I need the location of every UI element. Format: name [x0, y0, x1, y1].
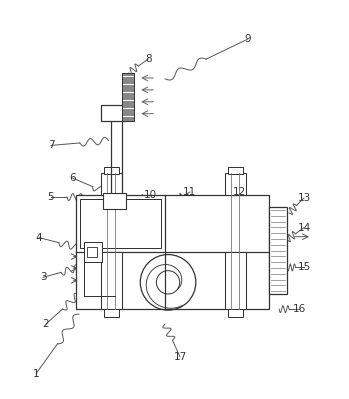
Bar	[225, 173, 246, 195]
Bar	[101, 105, 126, 120]
Bar	[122, 73, 134, 120]
Text: 11: 11	[183, 187, 196, 197]
Text: 3: 3	[40, 273, 46, 282]
Text: 9: 9	[244, 34, 251, 44]
Bar	[104, 309, 119, 317]
Bar	[76, 195, 269, 309]
Bar	[104, 167, 119, 174]
Text: 10: 10	[144, 190, 157, 200]
Text: 14: 14	[297, 223, 311, 233]
Text: 16: 16	[292, 304, 306, 314]
Text: 12: 12	[233, 187, 246, 197]
Text: 7: 7	[48, 140, 54, 150]
Bar	[101, 252, 122, 309]
Text: 6: 6	[69, 173, 76, 183]
Bar	[225, 252, 246, 309]
Text: 13: 13	[297, 193, 311, 203]
Bar	[80, 199, 161, 248]
Bar	[228, 167, 244, 174]
Text: 17: 17	[173, 352, 187, 362]
Text: 5: 5	[48, 192, 54, 202]
Bar	[101, 173, 122, 195]
Bar	[103, 193, 126, 209]
Text: 1: 1	[33, 369, 39, 379]
Text: 8: 8	[145, 54, 151, 64]
Text: 4: 4	[36, 233, 42, 243]
Bar	[269, 207, 287, 294]
Text: 2: 2	[43, 319, 49, 329]
Bar	[87, 247, 97, 257]
Bar	[84, 242, 102, 261]
Text: 15: 15	[297, 263, 311, 273]
Bar	[228, 309, 244, 317]
